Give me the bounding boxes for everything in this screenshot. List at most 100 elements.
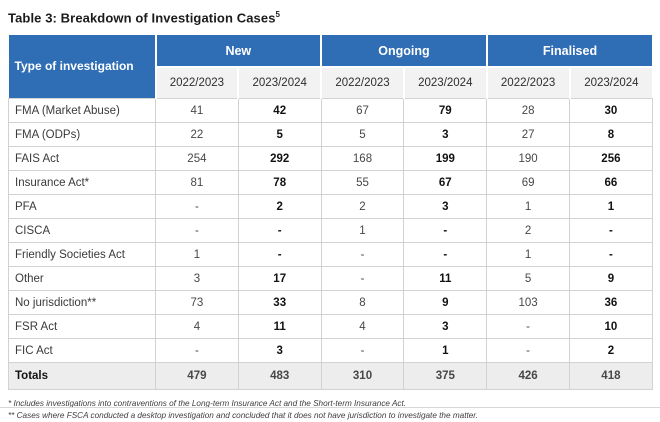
year-header: 2022/2023 (320, 66, 404, 99)
cell-value: - (320, 338, 405, 364)
cell-value: 41 (155, 98, 239, 124)
cell-value: 4 (155, 314, 239, 340)
year-header: 2022/2023 (154, 66, 239, 99)
cell-value: - (486, 338, 570, 364)
row-label: Friendly Societies Act (8, 242, 156, 268)
cell-value: - (569, 242, 653, 268)
cell-value: 22 (155, 122, 239, 148)
cell-value: - (237, 242, 322, 268)
cell-value: 81 (155, 170, 239, 196)
group-header-new: New (155, 35, 322, 68)
cell-value: 9 (569, 266, 653, 292)
cell-value: 67 (403, 170, 488, 196)
title-footnote-ref: 5 (275, 10, 281, 19)
cell-value: 5 (320, 122, 405, 148)
row-label: PFA (8, 194, 156, 220)
cell-value: 1 (486, 242, 570, 268)
cell-value: - (155, 218, 239, 244)
cell-value: 256 (569, 146, 653, 172)
cell-value: 27 (486, 122, 570, 148)
cell-value: 8 (569, 122, 653, 148)
cell-value: - (403, 242, 488, 268)
cell-value: 2 (320, 194, 405, 220)
cell-value: 190 (486, 146, 570, 172)
group-header-row: Type of investigation New Ongoing Finali… (8, 35, 653, 99)
totals-value: 479 (155, 362, 239, 391)
table-title: Table 3: Breakdown of Investigation Case… (8, 10, 652, 25)
table-row: FMA (Market Abuse) 41 42 67 79 28 30 (8, 98, 653, 124)
cell-value: 2 (237, 194, 322, 220)
cell-value: 3 (155, 266, 239, 292)
row-label: FMA (ODPs) (8, 122, 156, 148)
cell-value: 1 (155, 242, 239, 268)
cell-value: 28 (486, 98, 570, 124)
cell-value: 199 (403, 146, 488, 172)
cell-value: 30 (569, 98, 653, 124)
cell-value: 67 (320, 98, 405, 124)
cell-value: 11 (237, 314, 322, 340)
totals-value: 375 (403, 362, 488, 391)
cell-value: 8 (320, 290, 405, 316)
cell-value: 103 (486, 290, 570, 316)
cell-value: 55 (320, 170, 405, 196)
cell-value: 3 (403, 122, 488, 148)
row-label: FIC Act (8, 338, 156, 364)
table-row: Friendly Societies Act 1- - -1- (8, 242, 653, 268)
totals-value: 483 (237, 362, 322, 391)
table-row: FSR Act 4 11 4 3-10 (8, 314, 653, 340)
cell-value: 17 (237, 266, 322, 292)
cell-value: - (320, 266, 405, 292)
group-header-finalised: Finalised (485, 35, 653, 68)
year-header: 2023/2024 (568, 66, 653, 99)
cell-value: 1 (403, 338, 488, 364)
cell-value: - (237, 218, 322, 244)
cell-value: - (486, 314, 570, 340)
table-row: Other 3 17-11 5 9 (8, 266, 653, 292)
row-label: FSR Act (8, 314, 156, 340)
cell-value: 9 (403, 290, 488, 316)
year-header: 2023/2024 (237, 66, 322, 99)
cell-value: 1 (320, 218, 405, 244)
table-header: Type of investigation New Ongoing Finali… (8, 35, 653, 99)
cell-value: 79 (403, 98, 488, 124)
cell-value: 78 (237, 170, 322, 196)
year-header-row: 2022/2023 2023/2024 2022/2023 2023/2024 … (9, 66, 653, 99)
investigation-cases-table: Type of investigation New Ongoing Finali… (8, 35, 653, 391)
cell-value: 3 (237, 338, 322, 364)
cell-value: 3 (403, 194, 488, 220)
cell-value: 1 (486, 194, 570, 220)
corner-header-type-of-investigation: Type of investigation (8, 35, 157, 99)
cell-value: 10 (569, 314, 653, 340)
row-label: CISCA (8, 218, 156, 244)
table-body: FMA (Market Abuse) 41 42 67 79 28 30 FMA (ODPs)… (8, 98, 653, 364)
cell-value: 66 (569, 170, 653, 196)
cell-value: - (155, 338, 239, 364)
table-row: No jurisdiction** 73 33 8 9 103 36 (8, 290, 653, 316)
table-row: FMA (ODPs) 22 5 5 3 27 8 (8, 122, 653, 148)
row-label: Other (8, 266, 156, 292)
totals-value: 310 (320, 362, 405, 391)
year-header: 2022/2023 (485, 66, 570, 99)
cell-value: 2 (486, 218, 570, 244)
cell-value: 33 (237, 290, 322, 316)
cell-value: 69 (486, 170, 570, 196)
cell-value: 168 (320, 146, 405, 172)
table-title-text: Table 3: Breakdown of Investigation Case… (8, 10, 276, 26)
totals-row: Totals 479 483 310 375 426 418 (8, 362, 653, 391)
row-label: Insurance Act* (8, 170, 156, 196)
row-label: No jurisdiction** (8, 290, 156, 316)
footnote-1: * Includes investigations into contraven… (8, 399, 407, 409)
table-row: CISCA - -1-2- (8, 218, 653, 244)
totals-value: 426 (486, 362, 570, 391)
cell-value: 4 (320, 314, 405, 340)
cell-value: - (403, 218, 488, 244)
cell-value: - (320, 242, 405, 268)
cell-value: 1 (569, 194, 653, 220)
group-header-ongoing: Ongoing (320, 35, 487, 68)
cell-value: 73 (155, 290, 239, 316)
cell-value: 254 (155, 146, 239, 172)
cell-value: 3 (403, 314, 488, 340)
year-header: 2023/2024 (402, 66, 487, 99)
totals-label: Totals (8, 362, 156, 391)
